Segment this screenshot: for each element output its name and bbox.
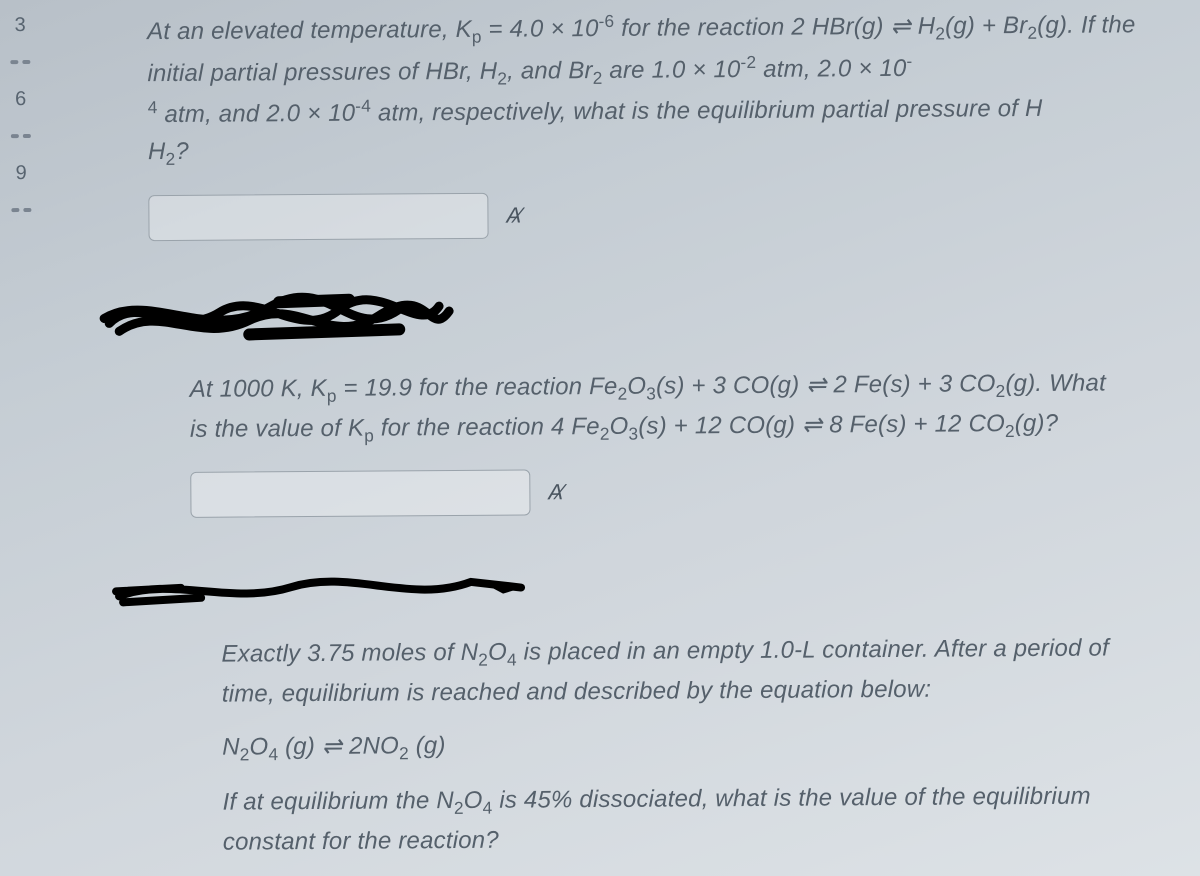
nav-divider xyxy=(8,208,34,218)
check-answer-icon[interactable]: A⁄ xyxy=(506,202,517,228)
question-3-equation: N2O4 (g) ⇌ 2NO2 (g) xyxy=(222,722,1122,768)
question-2-text: At 1000 K, Kp = 19.9 for the reaction Fe… xyxy=(190,364,1131,450)
answer-input-q1[interactable] xyxy=(148,193,488,241)
check-answer-icon[interactable]: A⁄ xyxy=(548,479,559,505)
question-1-text: At an elevated temperature, Kp = 4.0 × 1… xyxy=(147,4,1158,173)
question-nav-sidebar: 3 6 9 xyxy=(0,4,45,324)
question-3-followup: If at equilibrium the N2O4 is 45% dissoc… xyxy=(222,778,1123,861)
redaction-scribble xyxy=(99,281,479,354)
nav-item-9[interactable]: 9 xyxy=(6,162,36,190)
redaction-scribble xyxy=(111,564,531,617)
answer-input-q2[interactable] xyxy=(190,470,530,518)
nav-divider xyxy=(7,60,33,70)
question-3-text: Exactly 3.75 moles of N2O4 is placed in … xyxy=(221,629,1122,712)
nav-item-6[interactable]: 6 xyxy=(6,88,36,116)
nav-item-3[interactable]: 3 xyxy=(5,14,35,42)
nav-divider xyxy=(8,134,34,144)
